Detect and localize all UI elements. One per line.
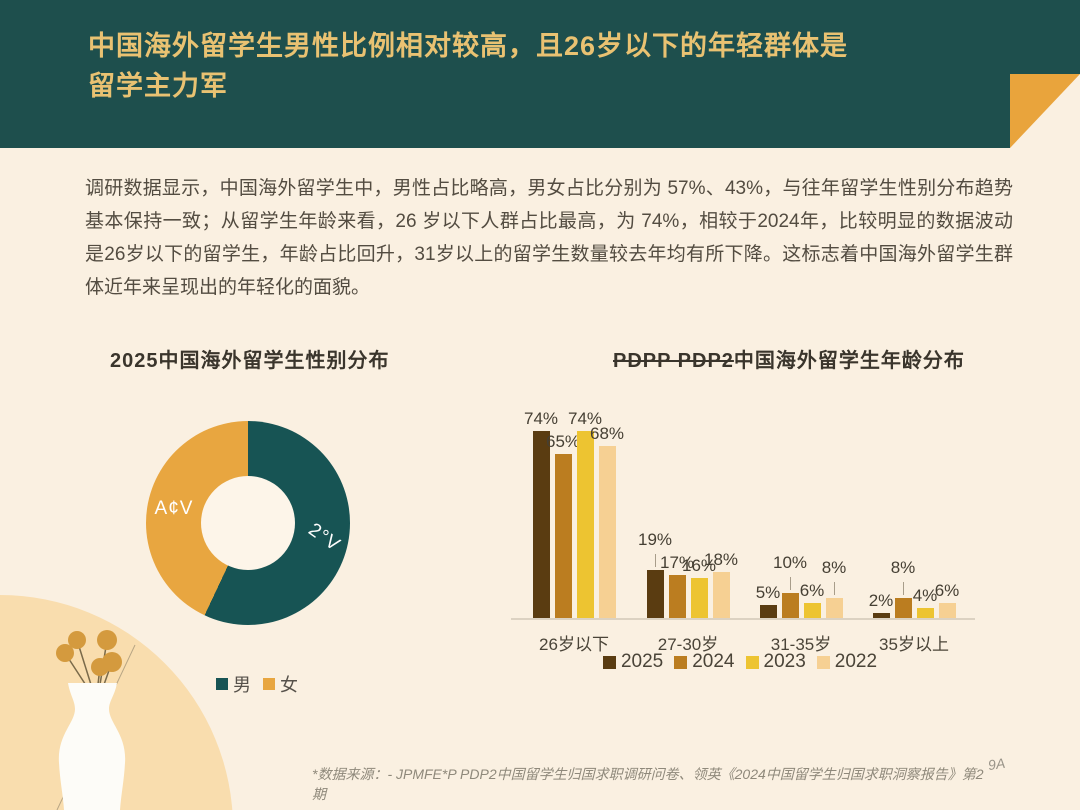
bar-value-label: 8%: [821, 558, 847, 577]
bar-2022-35岁以上: [938, 603, 956, 618]
bar-value-label: 10%: [772, 553, 808, 572]
category-label-26岁以下: 26岁以下: [539, 635, 609, 654]
label-leader-line: [903, 582, 904, 595]
bar-2022-31-35岁: [825, 598, 843, 618]
donut-label-female: A¢V: [154, 498, 194, 519]
intro-paragraph: 调研数据显示，中国海外留学生中，男性占比略高，男女占比分别为 57%、43%，与…: [85, 178, 1013, 298]
bar-2025-31-35岁: [759, 605, 777, 618]
bar-legend: 2025 2024 2023 2022: [480, 651, 1000, 673]
bar-value-label: 6%: [934, 581, 960, 600]
bar-2022-27-30岁: [712, 572, 730, 618]
header-banner: 中国海外留学生男性比例相对较高，且26岁以下的年轻群体是 留学主力军: [0, 0, 1080, 148]
donut-label-male: 2°V: [304, 519, 345, 556]
pie-legend-item-female: 女: [263, 671, 298, 697]
bar-2024-27-30岁: [668, 575, 686, 618]
bar-value-label: 17%: [659, 553, 695, 572]
pie-legend-item-male: 男: [216, 671, 251, 697]
category-label-35岁以上: 35岁以上: [879, 635, 949, 654]
legend-label-2025: 2025: [620, 651, 664, 672]
legend-swatch-2025: [602, 655, 616, 669]
male-legend-swatch: [216, 678, 228, 690]
bar-legend-item-2022: 2022: [816, 651, 878, 673]
pie-legend: 男 女: [216, 671, 298, 697]
bar-value-label: 2%: [868, 591, 894, 610]
bar-2022-26岁以下: [598, 446, 616, 618]
bar-chart-title-text: 中国海外留学生年龄分布: [733, 350, 965, 372]
bar-value-label: 74%: [567, 409, 603, 428]
page-title: 中国海外留学生男性比例相对较高，且26岁以下的年轻群体是 留学主力军: [88, 26, 988, 106]
label-leader-line: [790, 577, 791, 590]
bar-2023-35岁以上: [916, 608, 934, 618]
male-legend-label: 男: [233, 675, 251, 695]
label-leader-line: [655, 554, 656, 567]
label-leader-line: [834, 582, 835, 595]
bar-chart-title-garbled-prefix: PDPP PDP2: [613, 350, 734, 372]
donut-hole: [201, 476, 295, 570]
bar-2023-27-30岁: [690, 578, 708, 618]
vase-body: [58, 683, 126, 810]
legend-swatch-2022: [816, 655, 830, 669]
header-corner-notch: [1010, 74, 1080, 148]
bar-value-label: 74%: [523, 409, 559, 428]
bar-value-label: 8%: [890, 558, 916, 577]
bar-value-label: 4%: [912, 586, 938, 605]
bar-2023-26岁以下: [576, 431, 594, 618]
legend-label-2022: 2022: [834, 651, 878, 672]
bar-value-label: 5%: [755, 583, 781, 602]
source-note: *数据来源：- JPMFE*P PDP2中国留学生归国求职调研问卷、领英《202…: [312, 766, 984, 802]
bar-value-label: 68%: [589, 424, 625, 443]
corner-accent-triangle: [1010, 74, 1080, 148]
page-mark: 9A: [986, 754, 1007, 774]
page-title-line1: 中国海外留学生男性比例相对较高，且26岁以下的年轻群体是: [88, 31, 849, 61]
bar-2025-27-30岁: [646, 570, 664, 618]
pie-chart-title: 2025中国海外留学生性别分布: [110, 350, 390, 372]
legend-swatch-2023: [745, 655, 759, 669]
legend-swatch-2024: [674, 655, 688, 669]
flower-balls: [56, 630, 122, 676]
legend-label-2023: 2023: [763, 651, 806, 672]
age-bar-chart: 2025 2024 2023 2022 74% 65% 74% 68% 26岁以下 19% 17%…: [480, 390, 1020, 690]
legend-label-2024: 2024: [692, 651, 735, 672]
bar-value-label: 6%: [799, 581, 825, 600]
decor-vase-with-flowers: [56, 630, 136, 810]
x-axis-line: [511, 618, 975, 620]
bar-legend-item-2023: 2023: [745, 651, 806, 673]
bar-value-label: 65%: [545, 432, 581, 451]
bar-2025-35岁以上: [872, 613, 890, 618]
bar-legend-item-2024: 2024: [674, 651, 735, 673]
bar-value-label: 19%: [637, 530, 673, 549]
female-legend-swatch: [263, 678, 275, 690]
bar-2024-35岁以上: [894, 598, 912, 618]
bar-2024-31-35岁: [781, 593, 799, 618]
bar-2024-26岁以下: [554, 454, 572, 618]
bar-chart-title: PDPP PDP2中国海外留学生年龄分布: [613, 344, 965, 373]
gender-donut-chart: A¢V 2°V: [146, 421, 350, 625]
bar-value-label: 18%: [703, 550, 739, 569]
category-label-31-35岁: 31-35岁: [770, 635, 832, 654]
bar-2025-26岁以下: [532, 431, 550, 618]
bar-2023-31-35岁: [803, 603, 821, 618]
bar-value-label: 16%: [681, 556, 717, 575]
female-legend-label: 女: [280, 675, 298, 695]
page-title-line2: 留学主力军: [88, 71, 228, 101]
bar-legend-item-2025: 2025: [602, 651, 664, 673]
category-label-27-30岁: 27-30岁: [657, 635, 719, 654]
